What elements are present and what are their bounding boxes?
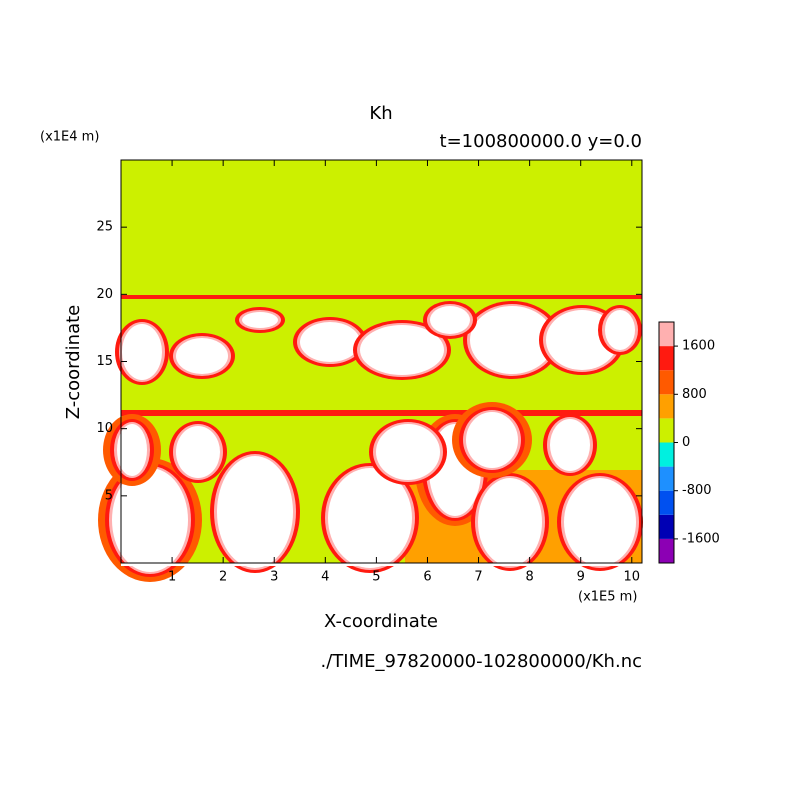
x-tick-label: 6 (423, 570, 431, 585)
y-tick-label: 15 (96, 354, 113, 369)
x-tick-label: 5 (372, 570, 380, 585)
contour-blank (564, 478, 636, 566)
axes: 1 2 3 4 5 6 7 8 9 10 5 10 15 20 25 -1600 -800 0 800 1600 (96, 159, 720, 585)
colorbar-segment (659, 490, 674, 515)
colorbar-tick-label: 800 (682, 387, 707, 402)
y-unit: (x1E4 m) (40, 130, 99, 145)
colorbar-segment (659, 418, 674, 443)
chart-title: Kh (369, 103, 392, 124)
footer: ./TIME_97820000-102800000/Kh.nc (321, 651, 642, 672)
colorbar-segment (659, 514, 674, 539)
contour-blank (550, 419, 590, 471)
x-tick-label: 2 (219, 570, 227, 585)
x-tick-label: 7 (474, 570, 482, 585)
colorbar-segment (659, 370, 674, 395)
contour-blank (605, 310, 635, 350)
colorbar-tick-label: -1600 (682, 531, 720, 546)
x-tick-label: 8 (525, 570, 533, 585)
contour-blank (112, 468, 188, 572)
contour-fill (121, 295, 642, 299)
x-tick-label: 1 (168, 570, 176, 585)
contour-blank (376, 424, 440, 480)
colorbar-segment (659, 538, 674, 563)
colorbar-segment (659, 394, 674, 419)
colorbar-segment (659, 442, 674, 467)
chart-subtitle: t=100800000.0 y=0.0 (440, 131, 642, 152)
colorbar-tick-label: 0 (682, 435, 690, 450)
colorbar-segment (659, 322, 674, 347)
x-axis-label: X-coordinate (324, 611, 438, 632)
contour-blank (176, 426, 220, 478)
contour-blank (300, 322, 360, 362)
colorbar-tick-label: 1600 (682, 339, 715, 354)
y-tick-label: 20 (96, 287, 113, 302)
contour-blank (122, 324, 162, 380)
contour-blank (328, 468, 412, 568)
y-tick-label: 5 (105, 488, 113, 503)
contour-fill (121, 410, 642, 416)
contour-blank (360, 325, 444, 375)
x-tick-label: 3 (270, 570, 278, 585)
contour-blank (217, 456, 293, 568)
contour-blank (121, 563, 642, 566)
y-axis-label: Z-coordinate (63, 305, 84, 420)
contour-blank (242, 312, 278, 328)
x-tick-label: 4 (321, 570, 329, 585)
contour-blank (466, 412, 518, 468)
x-tick-label: 9 (577, 570, 585, 585)
contour-blank (478, 478, 542, 566)
colorbar-segment (659, 346, 674, 371)
colorbar-segment (659, 466, 674, 491)
field (98, 160, 643, 582)
contour-blank (430, 306, 470, 334)
x-tick-label: 10 (624, 570, 641, 585)
contour-blank (117, 424, 147, 476)
colorbar-tick-label: -800 (682, 483, 712, 498)
y-tick-label: 10 (96, 421, 113, 436)
contour-blank (176, 338, 228, 374)
y-tick-label: 25 (96, 220, 113, 235)
x-unit: (x1E5 m) (578, 590, 637, 605)
contour-blank (470, 306, 554, 374)
